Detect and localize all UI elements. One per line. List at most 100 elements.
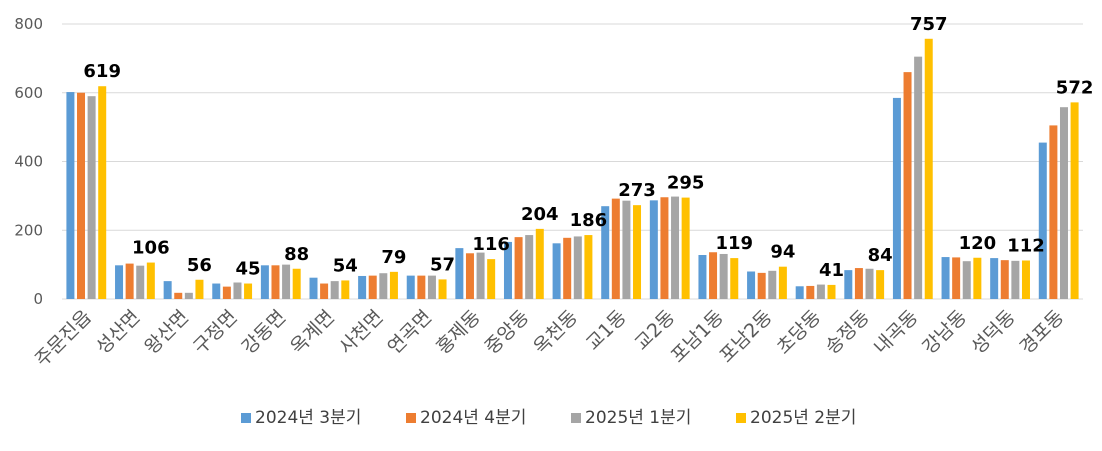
- bar-3-3: [244, 283, 253, 299]
- legend-item: 2025년 2분기: [736, 408, 856, 428]
- bar-5-0: [309, 277, 318, 299]
- data-label: 186: [570, 210, 608, 231]
- legend-swatch: [736, 413, 746, 423]
- data-label: 572: [1056, 77, 1094, 98]
- bar-19-0: [990, 258, 999, 299]
- bar-19-2: [1011, 260, 1020, 299]
- bar-17-3: [924, 38, 933, 299]
- bar-8-3: [487, 259, 496, 299]
- x-tick-label: 포남2동: [715, 306, 776, 367]
- data-label: 88: [284, 244, 309, 265]
- bar-10-3: [584, 235, 593, 299]
- bar-19-3: [1021, 260, 1030, 299]
- x-tick-label: 송정동: [821, 306, 874, 359]
- bar-5-1: [320, 283, 329, 299]
- data-label: 116: [472, 234, 510, 255]
- legend-label: 2024년 3분기: [255, 408, 361, 428]
- data-label: 56: [187, 255, 212, 276]
- x-tick-label: 성산면: [92, 306, 145, 359]
- x-tick-label: 옥천동: [529, 306, 582, 359]
- bar-1-1: [125, 263, 134, 299]
- y-axis-tick-labels: 0 200 400 600 800: [14, 15, 43, 308]
- bar-10-1: [563, 237, 572, 299]
- y-tick-label: 600: [14, 84, 43, 102]
- bar-14-2: [768, 270, 777, 299]
- bar-4-1: [271, 265, 280, 299]
- bar-10-0: [552, 243, 561, 299]
- bar-18-0: [941, 257, 950, 299]
- bar-8-0: [455, 248, 464, 299]
- bar-16-0: [844, 270, 853, 299]
- legend-swatch: [241, 413, 251, 423]
- bar-20-2: [1059, 107, 1068, 299]
- bar-6-0: [358, 275, 367, 299]
- x-tick-label: 구정면: [189, 306, 242, 359]
- bar-9-1: [514, 237, 523, 299]
- bar-15-0: [795, 286, 804, 299]
- bar-1-2: [136, 265, 145, 299]
- y-tick-label: 200: [14, 221, 43, 239]
- bar-5-3: [341, 280, 350, 299]
- legend-item: 2024년 4분기: [406, 408, 526, 428]
- bar-7-3: [438, 279, 447, 299]
- bar-16-2: [865, 268, 874, 299]
- data-label: 273: [618, 180, 656, 201]
- x-tick-label: 중앙동: [481, 306, 534, 359]
- data-label: 94: [770, 242, 795, 263]
- data-label: 45: [236, 259, 261, 280]
- bar-17-2: [914, 56, 923, 299]
- bar-7-2: [427, 275, 436, 299]
- bar-6-2: [379, 273, 388, 299]
- bar-20-0: [1038, 142, 1047, 299]
- bar-17-1: [903, 72, 912, 299]
- x-tick-label: 옥계면: [286, 306, 339, 359]
- bar-0-0: [66, 92, 75, 299]
- bar-20-3: [1070, 102, 1079, 299]
- bar-20-1: [1049, 125, 1058, 299]
- bar-14-0: [747, 271, 756, 299]
- bar-11-0: [601, 206, 610, 299]
- legend: 2024년 3분기 2024년 4분기 2025년 1분기 2025년 2분기: [241, 408, 856, 428]
- bar-18-3: [973, 257, 982, 299]
- data-label: 119: [715, 233, 753, 254]
- bar-14-1: [757, 272, 766, 299]
- legend-item: 2024년 3분기: [241, 408, 361, 428]
- y-tick-label: 800: [14, 15, 43, 33]
- y-tick-label: 400: [14, 153, 43, 171]
- bar-15-1: [806, 285, 815, 299]
- data-label: 57: [430, 254, 455, 275]
- bar-19-1: [1000, 260, 1009, 299]
- bar-12-0: [649, 200, 658, 299]
- x-tick-label: 초당동: [772, 306, 825, 359]
- bar-8-2: [476, 252, 485, 299]
- data-label: 120: [959, 233, 997, 254]
- x-tick-label: 사천면: [335, 306, 388, 359]
- bar-9-2: [525, 235, 534, 299]
- bar-1-3: [146, 262, 155, 299]
- bar-7-0: [406, 275, 415, 299]
- x-tick-label: 경포동: [1016, 306, 1069, 359]
- data-label: 79: [381, 247, 406, 268]
- bar-0-2: [87, 96, 96, 299]
- x-tick-label: 내곡동: [870, 306, 923, 359]
- gridlines: [62, 23, 1083, 300]
- bar-16-1: [854, 268, 863, 299]
- legend-swatch: [571, 413, 581, 423]
- x-tick-label: 홍제동: [432, 306, 485, 359]
- bar-4-0: [260, 265, 269, 299]
- bar-1-0: [115, 265, 124, 299]
- bar-13-1: [709, 252, 718, 299]
- bar-4-3: [292, 268, 301, 299]
- bar-13-3: [730, 258, 739, 299]
- bar-13-2: [719, 253, 728, 299]
- legend-swatch: [406, 413, 416, 423]
- bar-11-3: [633, 205, 642, 299]
- data-label: 757: [910, 14, 948, 35]
- bar-3-2: [233, 282, 242, 299]
- bar-11-1: [611, 198, 620, 299]
- bar-3-1: [222, 286, 231, 299]
- legend-label: 2025년 2분기: [750, 408, 856, 428]
- bar-0-1: [77, 92, 86, 299]
